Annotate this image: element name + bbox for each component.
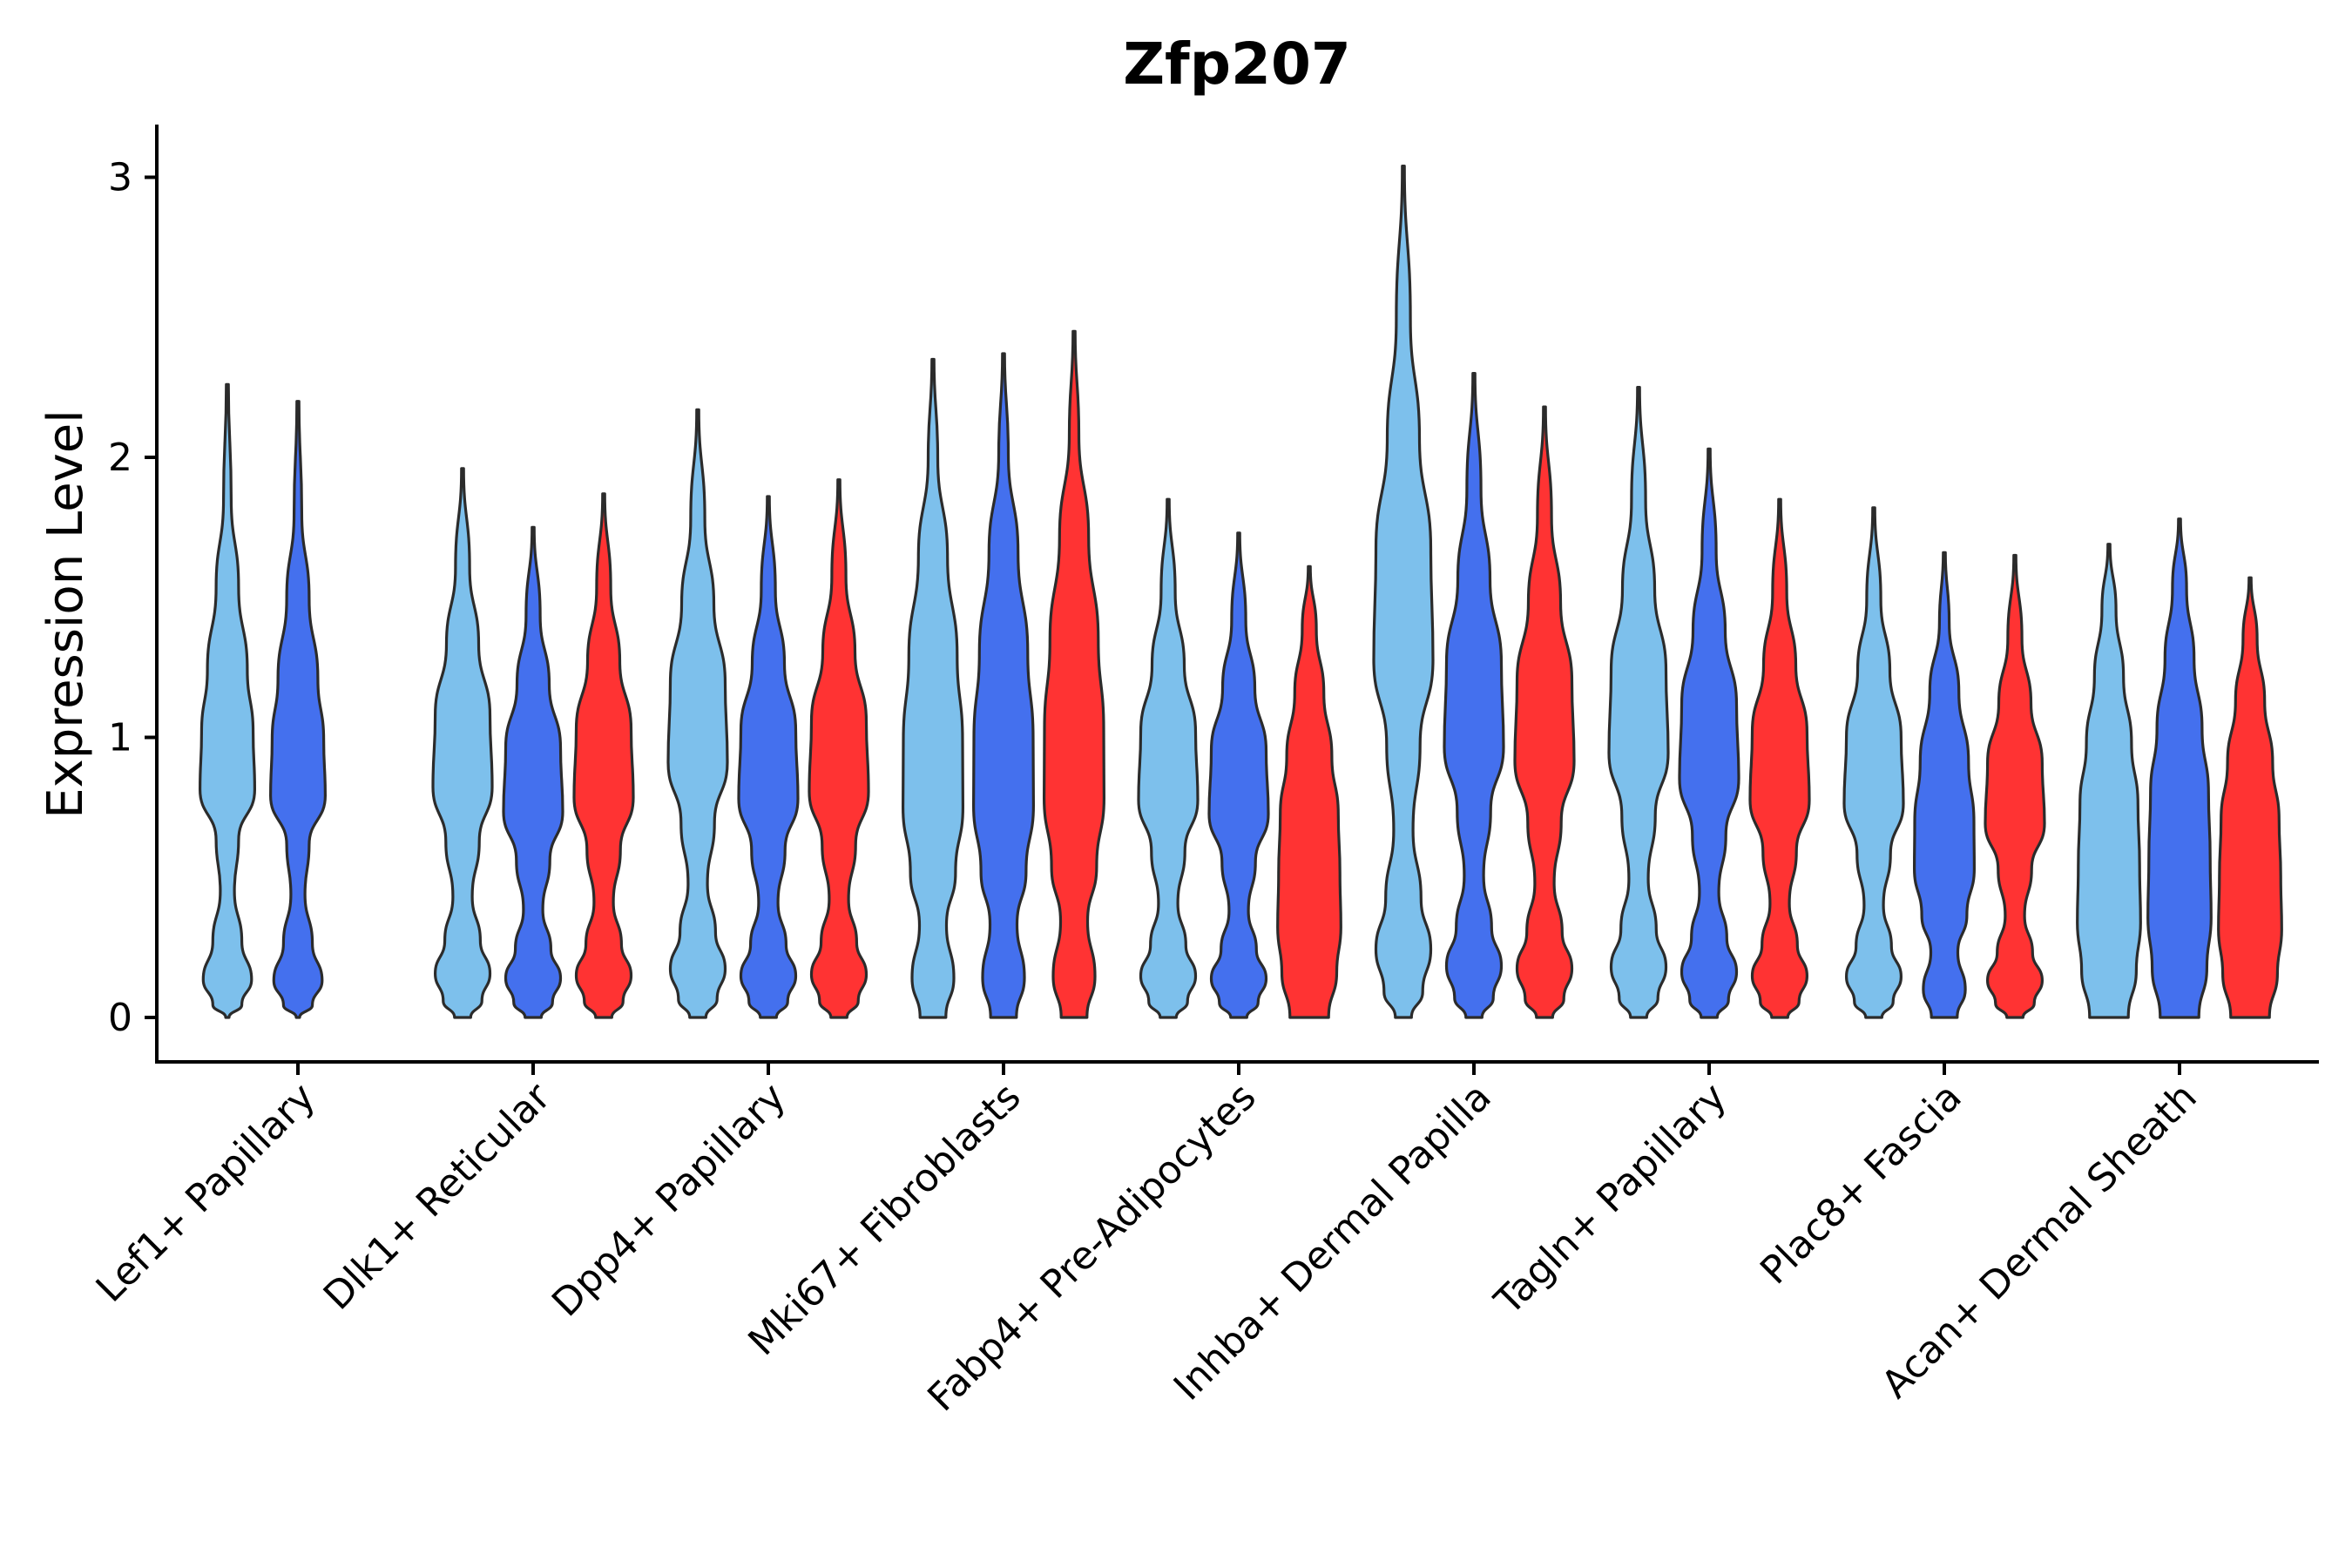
violin-group-1-dpp4-papillary xyxy=(666,408,729,1019)
violin-group-1-lef1-papillary xyxy=(199,382,256,1019)
violin-group-3-acan-dermal-sheath xyxy=(2217,576,2283,1019)
violin-group-3-fabp4-pre-adipocytes xyxy=(1276,564,1342,1019)
x-tick-label: Dlk1+ Reticular xyxy=(315,1074,560,1319)
violin-group-3-inhba-dermal-papilla xyxy=(1513,405,1576,1019)
violin-layer xyxy=(199,165,2283,1019)
violin-group-3-dlk1-reticular xyxy=(572,492,635,1019)
y-axis-ticks: 0 1 2 3 xyxy=(108,156,157,1040)
y-axis-label: Expression Level xyxy=(37,409,94,819)
chart-title: Zfp207 xyxy=(1123,30,1351,98)
violin-group-1-fabp4-pre-adipocytes xyxy=(1137,497,1200,1019)
violin-group-3-plac8-fascia xyxy=(1984,553,2046,1019)
violin-group-3-dpp4-papillary xyxy=(808,478,870,1019)
violin-group-2-dlk1-reticular xyxy=(502,525,564,1019)
violin-group-1-tagln-papillary xyxy=(1607,386,1670,1019)
violin-group-2-acan-dermal-sheath xyxy=(2146,517,2213,1019)
x-tick-label: Dpp4+ Papillary xyxy=(544,1075,794,1326)
x-tick-label: Plac8+ Fascia xyxy=(1752,1075,1970,1294)
y-tick-label: 0 xyxy=(108,996,132,1040)
violin-group-2-plac8-fascia xyxy=(1913,551,1976,1019)
x-tick-label: Lef1+ Papillary xyxy=(88,1075,324,1311)
y-tick-label: 1 xyxy=(108,716,132,760)
violin-group-3-mki67-fibroblasts xyxy=(1043,329,1105,1019)
violin-group-2-tagln-papillary xyxy=(1678,447,1740,1019)
violin-group-2-mki67-fibroblasts xyxy=(972,352,1035,1019)
y-tick-label: 2 xyxy=(108,436,132,480)
violin-group-1-dlk1-reticular xyxy=(431,467,494,1019)
violin-group-2-inhba-dermal-papilla xyxy=(1443,372,1505,1019)
violin-group-2-dpp4-papillary xyxy=(737,495,800,1019)
violin-group-2-fabp4-pre-adipocytes xyxy=(1207,531,1270,1019)
violin-group-2-lef1-papillary xyxy=(269,400,327,1019)
violin-group-1-mki67-fibroblasts xyxy=(902,357,964,1019)
violin-group-3-tagln-papillary xyxy=(1748,497,1811,1019)
violin-group-1-inhba-dermal-papilla xyxy=(1372,165,1435,1019)
y-tick-label: 3 xyxy=(108,156,132,200)
violin-group-1-acan-dermal-sheath xyxy=(2076,543,2142,1019)
violin-group-1-plac8-fascia xyxy=(1842,506,1905,1019)
x-tick-label: Tagln+ Papillary xyxy=(1486,1075,1735,1324)
